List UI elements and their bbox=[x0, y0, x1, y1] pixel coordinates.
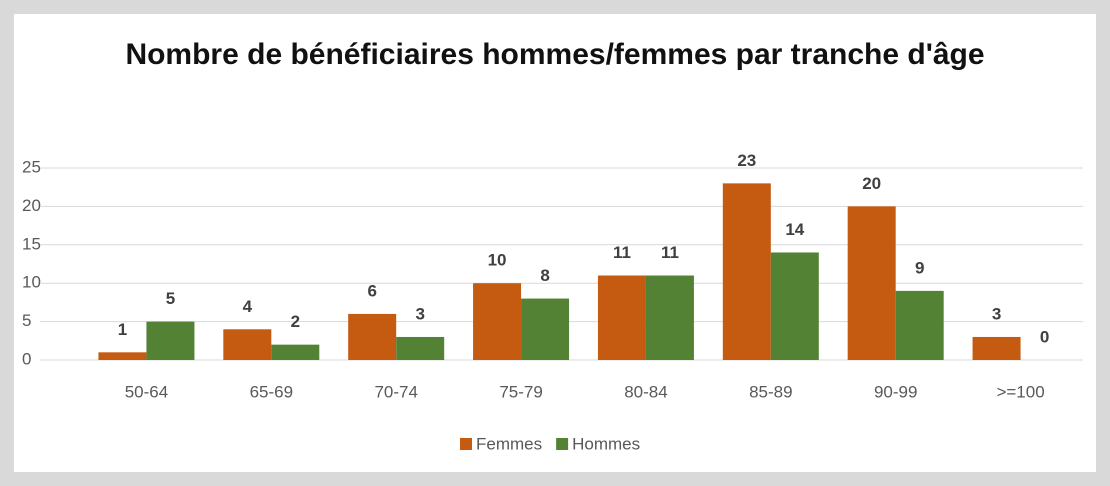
y-tick-label: 0 bbox=[22, 349, 31, 368]
data-label: 1 bbox=[118, 320, 127, 339]
bar bbox=[473, 283, 522, 360]
bar bbox=[770, 252, 819, 360]
y-tick-label: 20 bbox=[22, 196, 41, 215]
bar bbox=[396, 336, 445, 360]
y-tick-label: 10 bbox=[22, 273, 41, 292]
chart-panel bbox=[14, 14, 1096, 472]
bar bbox=[146, 321, 195, 360]
legend-label: Hommes bbox=[572, 434, 640, 453]
data-label: 6 bbox=[367, 281, 376, 300]
data-label: 10 bbox=[488, 251, 507, 270]
data-label: 5 bbox=[166, 289, 175, 308]
x-tick-label: 50-64 bbox=[125, 382, 168, 401]
bar bbox=[223, 329, 272, 360]
bar bbox=[895, 290, 944, 360]
data-label: 23 bbox=[737, 151, 756, 170]
legend-swatch bbox=[460, 438, 472, 450]
data-label: 11 bbox=[661, 243, 679, 262]
data-label: 8 bbox=[540, 266, 549, 285]
data-label: 20 bbox=[862, 174, 881, 193]
y-tick-label: 5 bbox=[22, 311, 31, 330]
bar bbox=[972, 336, 1021, 360]
x-tick-label: 75-79 bbox=[499, 382, 542, 401]
bar bbox=[722, 183, 771, 360]
bar bbox=[597, 275, 646, 360]
x-tick-label: 85-89 bbox=[749, 382, 792, 401]
bar bbox=[271, 344, 320, 360]
bar bbox=[645, 275, 694, 360]
data-label: 3 bbox=[415, 304, 424, 323]
x-tick-label: >=100 bbox=[996, 382, 1044, 401]
chart-title: Nombre de bénéficiaires hommes/femmes pa… bbox=[125, 38, 985, 71]
data-label: 3 bbox=[992, 304, 1001, 323]
x-tick-label: 70-74 bbox=[374, 382, 417, 401]
bar bbox=[847, 206, 896, 360]
data-label: 11 bbox=[613, 243, 631, 262]
legend-label: Femmes bbox=[476, 434, 542, 453]
data-label: 0 bbox=[1040, 327, 1049, 346]
y-tick-label: 15 bbox=[22, 234, 41, 253]
bar bbox=[348, 313, 397, 360]
data-label: 4 bbox=[243, 297, 253, 316]
data-label: 9 bbox=[915, 258, 924, 277]
bar bbox=[98, 352, 147, 360]
x-tick-label: 65-69 bbox=[250, 382, 293, 401]
data-label: 2 bbox=[291, 312, 300, 331]
x-tick-label: 80-84 bbox=[624, 382, 667, 401]
legend-swatch bbox=[556, 438, 569, 450]
data-label: 14 bbox=[785, 220, 804, 239]
x-tick-label: 90-99 bbox=[874, 382, 917, 401]
bar bbox=[521, 298, 570, 360]
y-tick-label: 25 bbox=[22, 157, 41, 176]
